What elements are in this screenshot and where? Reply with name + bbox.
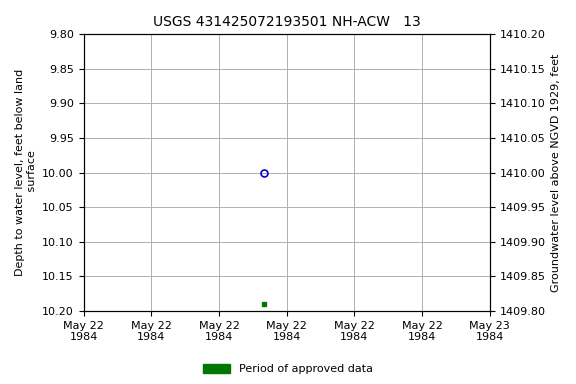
Y-axis label: Groundwater level above NGVD 1929, feet: Groundwater level above NGVD 1929, feet [551, 53, 561, 292]
Legend: Period of approved data: Period of approved data [198, 359, 378, 379]
Y-axis label: Depth to water level, feet below land
 surface: Depth to water level, feet below land su… [15, 69, 37, 276]
Title: USGS 431425072193501 NH-ACW   13: USGS 431425072193501 NH-ACW 13 [153, 15, 420, 29]
